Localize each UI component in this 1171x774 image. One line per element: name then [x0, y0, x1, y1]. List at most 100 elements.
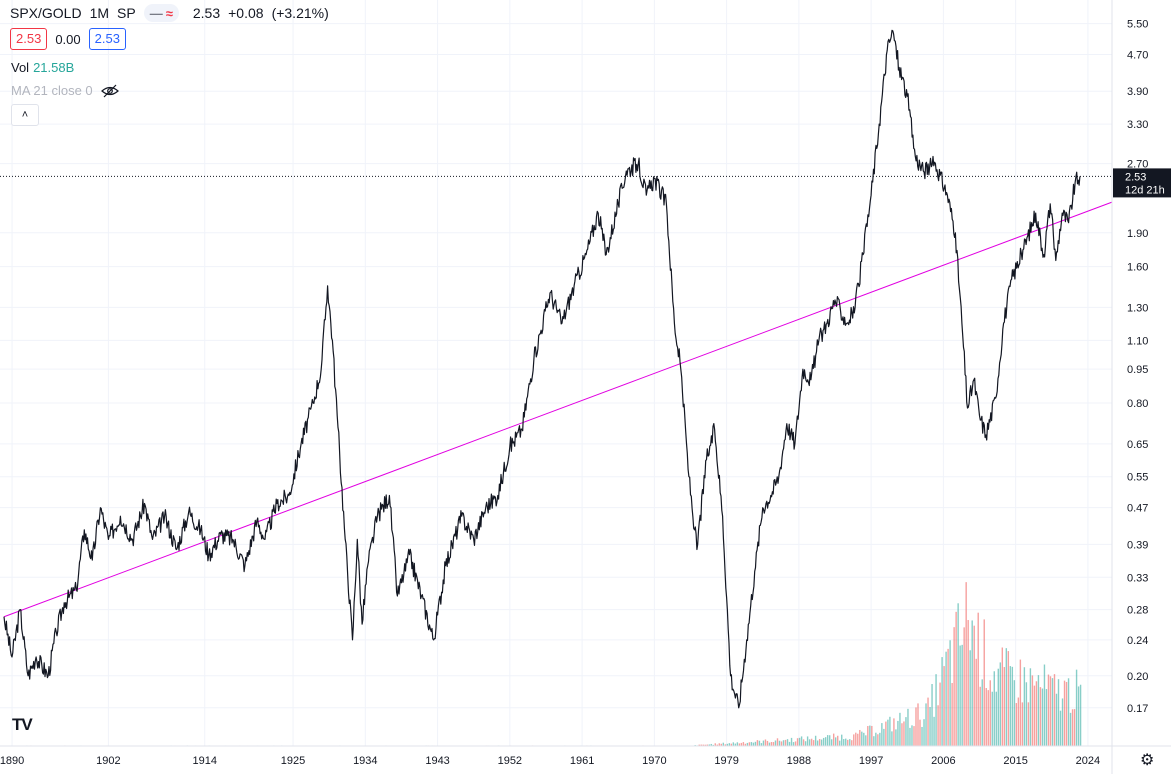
y-tick-label: 0.28 — [1127, 605, 1148, 617]
volume-bar — [921, 726, 923, 746]
volume-bar — [899, 712, 901, 746]
tradingview-logo-icon[interactable]: TV — [12, 715, 33, 734]
volume-bar — [764, 739, 767, 746]
volume-bar — [849, 739, 851, 746]
volume-bar — [1079, 684, 1082, 746]
volume-bar — [810, 738, 813, 746]
volume-bar — [698, 744, 700, 746]
volume-bar — [891, 731, 893, 746]
volume-bar — [818, 739, 821, 746]
volume-bar — [752, 742, 755, 746]
volume-bar — [1051, 678, 1054, 746]
buy-price-button[interactable]: 2.53 — [88, 28, 126, 50]
collapse-legend-button[interactable]: ˄ — [11, 104, 39, 126]
volume-bar — [748, 742, 751, 746]
volume-bar — [792, 742, 795, 746]
volume-bar — [1057, 679, 1060, 746]
volume-value: 21.58B — [33, 60, 75, 75]
volume-bar — [979, 686, 981, 746]
volume-bar — [804, 741, 807, 746]
volume-bar — [965, 582, 967, 746]
volume-legend[interactable]: Vol 21.58B — [11, 60, 74, 75]
volume-bar — [907, 708, 909, 746]
x-tick-label: 1961 — [570, 755, 594, 767]
volume-bar — [885, 721, 887, 746]
y-axis[interactable]: 5.50 4.70 3.90 3.30 2.70 1.90 1.60 1.30 1.10 0.95… — [1111, 0, 1148, 774]
y-tick-label: 1.60 — [1127, 262, 1148, 274]
volume-bar — [871, 725, 873, 746]
volume-bar — [925, 703, 927, 746]
volume-bar — [941, 657, 943, 746]
volume-bar — [814, 735, 817, 746]
x-axis[interactable]: 1890 1902 1914 1925 1934 1943 1952 1961 1970 1979… — [0, 745, 1171, 767]
volume-bar — [931, 684, 933, 746]
volume-bar — [995, 691, 997, 746]
volume-bar — [1019, 659, 1022, 746]
y-tick-label: 2.70 — [1127, 159, 1148, 171]
volume-bar — [798, 737, 801, 746]
volume-bar — [1059, 710, 1062, 746]
volume-bar — [845, 738, 847, 746]
volume-bar — [943, 666, 945, 746]
volume-bar — [893, 718, 895, 746]
volume-bar — [917, 703, 919, 746]
volume-bar — [857, 733, 859, 746]
x-tick-label: 2006 — [931, 755, 955, 767]
volume-bar — [969, 650, 971, 746]
x-tick-label: 2015 — [1003, 755, 1027, 767]
volume-bar — [738, 743, 741, 746]
volume-bar — [1027, 702, 1030, 746]
ma-legend[interactable]: MA 21 close 0 — [11, 83, 119, 98]
gear-icon[interactable]: ⚙ — [1140, 752, 1155, 769]
y-tick-label: 0.20 — [1127, 671, 1148, 683]
volume-bar — [784, 739, 787, 746]
volume-bar — [726, 743, 729, 746]
volume-bar — [1067, 678, 1070, 746]
volume-bar — [957, 603, 959, 746]
volume-bar — [923, 719, 925, 746]
x-tick-label: 1902 — [96, 755, 120, 767]
volume-bar — [989, 680, 991, 746]
y-tick-label: 0.80 — [1127, 398, 1148, 410]
volume-bar — [746, 742, 749, 746]
volume-bar — [905, 717, 907, 746]
volume-bar — [756, 740, 759, 746]
volume-bar — [800, 736, 803, 746]
volume-bar — [839, 740, 841, 746]
volume-bar — [830, 739, 833, 746]
volume-bar — [714, 743, 716, 746]
volume-bar — [1073, 709, 1076, 746]
symbol-name[interactable]: SPX/GOLD — [10, 5, 82, 21]
volume-bar — [740, 742, 743, 746]
volume-bar — [1053, 674, 1056, 746]
volume-bar — [977, 612, 979, 746]
change-value: +0.08 — [228, 5, 264, 21]
volume-bar — [700, 744, 702, 746]
sell-price-button[interactable]: 2.53 — [10, 28, 48, 50]
y-tick-label: 3.90 — [1127, 86, 1148, 98]
eye-hidden-icon[interactable] — [100, 84, 119, 98]
volume-bar — [929, 706, 931, 746]
trendline[interactable] — [3, 201, 1113, 618]
wave-icon: ≈ — [165, 5, 173, 21]
symbol-legend: SPX/GOLD 1M SP — ≈ 2.53 +0.08 (+3.21%) — [10, 4, 329, 22]
volume-bar — [1017, 697, 1020, 746]
volume-bar — [881, 723, 883, 746]
volume-bar — [897, 720, 899, 746]
volume-bar — [1013, 680, 1016, 746]
volume-bar — [1023, 667, 1026, 746]
volume-bar — [1009, 666, 1012, 746]
volume-bar — [853, 734, 855, 746]
volume-bar — [1039, 687, 1042, 746]
y-tick-label: 3.30 — [1127, 119, 1148, 131]
volume-bar — [832, 733, 835, 746]
volume-bar — [716, 744, 718, 746]
volume-bar — [742, 742, 745, 746]
volume-bar — [744, 743, 747, 746]
volume-bars — [4, 582, 1082, 746]
volume-bar — [993, 671, 995, 746]
legend-toggle[interactable]: — ≈ — [143, 4, 179, 22]
volume-bar — [1075, 669, 1078, 746]
volume-bar — [877, 734, 879, 746]
